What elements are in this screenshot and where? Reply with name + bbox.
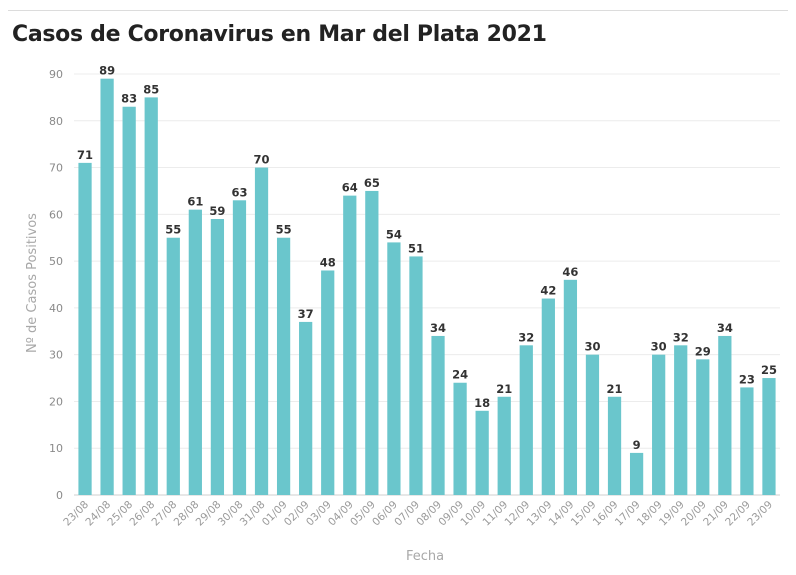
- bar: [100, 78, 114, 495]
- y-tick-label: 90: [49, 68, 63, 81]
- bar: [144, 97, 158, 495]
- bar: [188, 209, 202, 495]
- bar: [629, 452, 644, 495]
- bar-value-label: 61: [187, 195, 203, 209]
- bar-value-label: 59: [209, 204, 225, 218]
- bar-value-label: 29: [695, 344, 711, 358]
- bar: [497, 396, 511, 495]
- bar: [718, 335, 732, 495]
- bar-value-label: 51: [408, 241, 424, 255]
- bar-value-label: 83: [121, 92, 137, 106]
- bar: [762, 378, 776, 495]
- y-axis-ticks: 0 10 20 30 40 50 60 70 80 90: [49, 68, 63, 502]
- bar: [343, 195, 357, 495]
- top-divider: [8, 10, 788, 11]
- y-tick-label: 0: [56, 489, 63, 502]
- bar: [78, 162, 92, 495]
- y-tick-label: 50: [49, 255, 63, 268]
- bar-value-label: 34: [717, 321, 733, 335]
- bar-value-label: 18: [474, 396, 490, 410]
- y-tick-label: 10: [49, 442, 63, 455]
- y-tick-label: 60: [49, 208, 63, 221]
- bar: [365, 190, 379, 495]
- bar: [563, 279, 578, 495]
- bar-value-label: 64: [342, 181, 358, 195]
- x-axis-ticks: 23/0824/0825/0826/0827/0828/0829/0830/08…: [61, 499, 775, 529]
- bar-value-label: 37: [298, 307, 314, 321]
- bar-value-label: 34: [430, 321, 446, 335]
- bar-value-label: 24: [452, 368, 468, 382]
- bar-value-label: 46: [562, 265, 578, 279]
- bar-value-label: 70: [254, 153, 270, 167]
- bar-value-label: 54: [386, 227, 402, 241]
- bar: [519, 345, 533, 495]
- bar-value-label: 30: [584, 340, 600, 354]
- y-tick-label: 70: [49, 162, 63, 175]
- bar-value-label: 55: [276, 223, 292, 237]
- bar-value-label: 63: [231, 185, 247, 199]
- bar: [299, 321, 313, 495]
- y-tick-label: 20: [49, 395, 63, 408]
- bar: [166, 237, 180, 495]
- y-tick-label: 30: [49, 349, 63, 362]
- x-axis-title: Fecha: [406, 549, 444, 564]
- bar-value-label: 9: [633, 438, 641, 452]
- y-tick-label: 40: [49, 302, 63, 315]
- bar: [387, 242, 401, 495]
- chart-title: Casos de Coronavirus en Mar del Plata 20…: [12, 22, 547, 47]
- y-tick-label: 80: [49, 115, 63, 128]
- bar: [652, 354, 666, 495]
- bar-value-label: 71: [77, 148, 93, 162]
- bar: [607, 396, 622, 495]
- bar: [232, 200, 247, 496]
- bar: [674, 345, 688, 495]
- bar-value-label: 65: [364, 176, 380, 190]
- bar: [276, 237, 291, 495]
- x-tick-label: 23/09: [745, 499, 775, 529]
- bar-value-label: 21: [607, 382, 623, 396]
- bar-value-label: 48: [320, 255, 336, 269]
- bar: [210, 219, 225, 495]
- bar-value-label: 89: [99, 64, 115, 78]
- bar-value-label: 25: [761, 363, 777, 377]
- bar: [431, 335, 445, 495]
- bar-value-label: 85: [143, 82, 159, 96]
- bar-value-label: 32: [673, 330, 689, 344]
- bar: [696, 359, 710, 495]
- bar-value-label: 21: [496, 382, 512, 396]
- bar-value-label: 42: [540, 284, 556, 298]
- bar: [541, 298, 555, 495]
- bar: [475, 410, 489, 495]
- bars: [78, 78, 776, 496]
- bar-value-label: 55: [165, 223, 181, 237]
- bar: [453, 382, 467, 495]
- value-labels: 71 89 83 85 55 61 59 63 70 55 37 48 64 65 54 51 34 24 18 21…: [77, 64, 777, 452]
- bar: [122, 106, 136, 495]
- bar: [585, 354, 600, 495]
- bar-value-label: 30: [651, 340, 667, 354]
- y-axis-title: Nº de Casos Positivos: [25, 213, 40, 353]
- bar-value-label: 32: [518, 330, 534, 344]
- bar-value-label: 23: [739, 372, 755, 386]
- bar: [740, 387, 754, 495]
- bar: [254, 167, 269, 496]
- bar: [321, 270, 335, 495]
- bar: [409, 256, 423, 495]
